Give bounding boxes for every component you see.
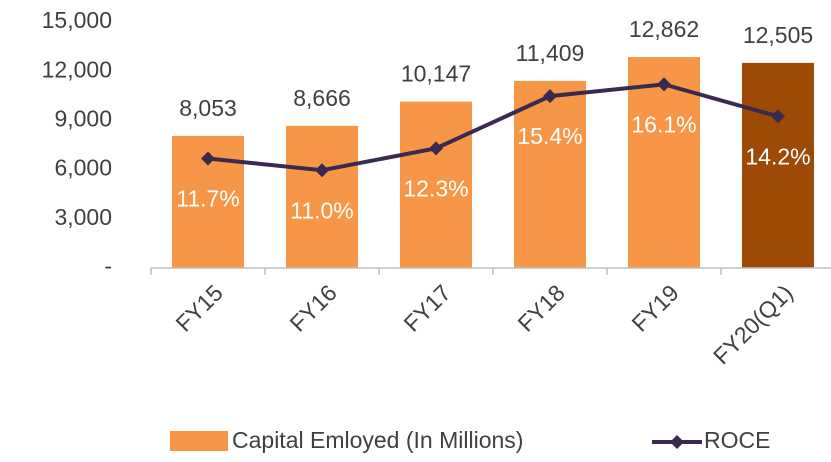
bar-value-label: 12,505 — [743, 22, 813, 48]
line-marker — [201, 151, 215, 166]
line-marker — [543, 89, 557, 104]
line-marker — [657, 77, 671, 92]
x-tick-label: FY17 — [399, 279, 456, 336]
line-marker — [315, 163, 329, 178]
y-tick-label: 12,000 — [42, 56, 112, 82]
line-value-label: 15.4% — [517, 123, 582, 149]
bar-value-label: 12,862 — [629, 16, 699, 42]
y-tick-label: - — [104, 253, 112, 279]
line-value-label: 14.2% — [745, 143, 810, 169]
y-tick-label: 3,000 — [54, 204, 112, 230]
bar-value-label: 8,053 — [179, 95, 237, 121]
bar — [514, 80, 586, 269]
x-tick-label: FY19 — [627, 279, 684, 336]
bar-value-label: 11,409 — [516, 40, 585, 66]
x-tick-label: FY20(Q1) — [708, 279, 798, 369]
bar — [400, 101, 472, 268]
y-tick-label: 15,000 — [42, 7, 112, 33]
legend-marker — [670, 435, 684, 449]
x-tick-label: FY18 — [513, 279, 570, 336]
y-tick-label: 6,000 — [54, 155, 112, 181]
bar — [742, 62, 814, 268]
line-value-label: 11.0% — [290, 197, 354, 223]
line — [207, 82, 779, 173]
x-tick-label: FY15 — [171, 279, 228, 336]
legend-swatch — [170, 431, 228, 451]
legend-label: Capital Emloyed (In Millions) — [232, 427, 523, 453]
legend-label: ROCE — [704, 427, 770, 453]
line-marker — [429, 141, 443, 156]
line-marker — [771, 109, 785, 124]
line-value-label: 16.1% — [631, 111, 696, 137]
x-tick-label: FY16 — [285, 279, 342, 336]
bar-value-label: 10,147 — [401, 61, 471, 87]
bar — [286, 125, 358, 269]
line-value-label: 12.3% — [403, 175, 468, 201]
bar-value-label: 8,666 — [293, 85, 351, 111]
y-tick-label: 9,000 — [54, 105, 112, 131]
line-value-label: 11.7% — [176, 186, 240, 212]
